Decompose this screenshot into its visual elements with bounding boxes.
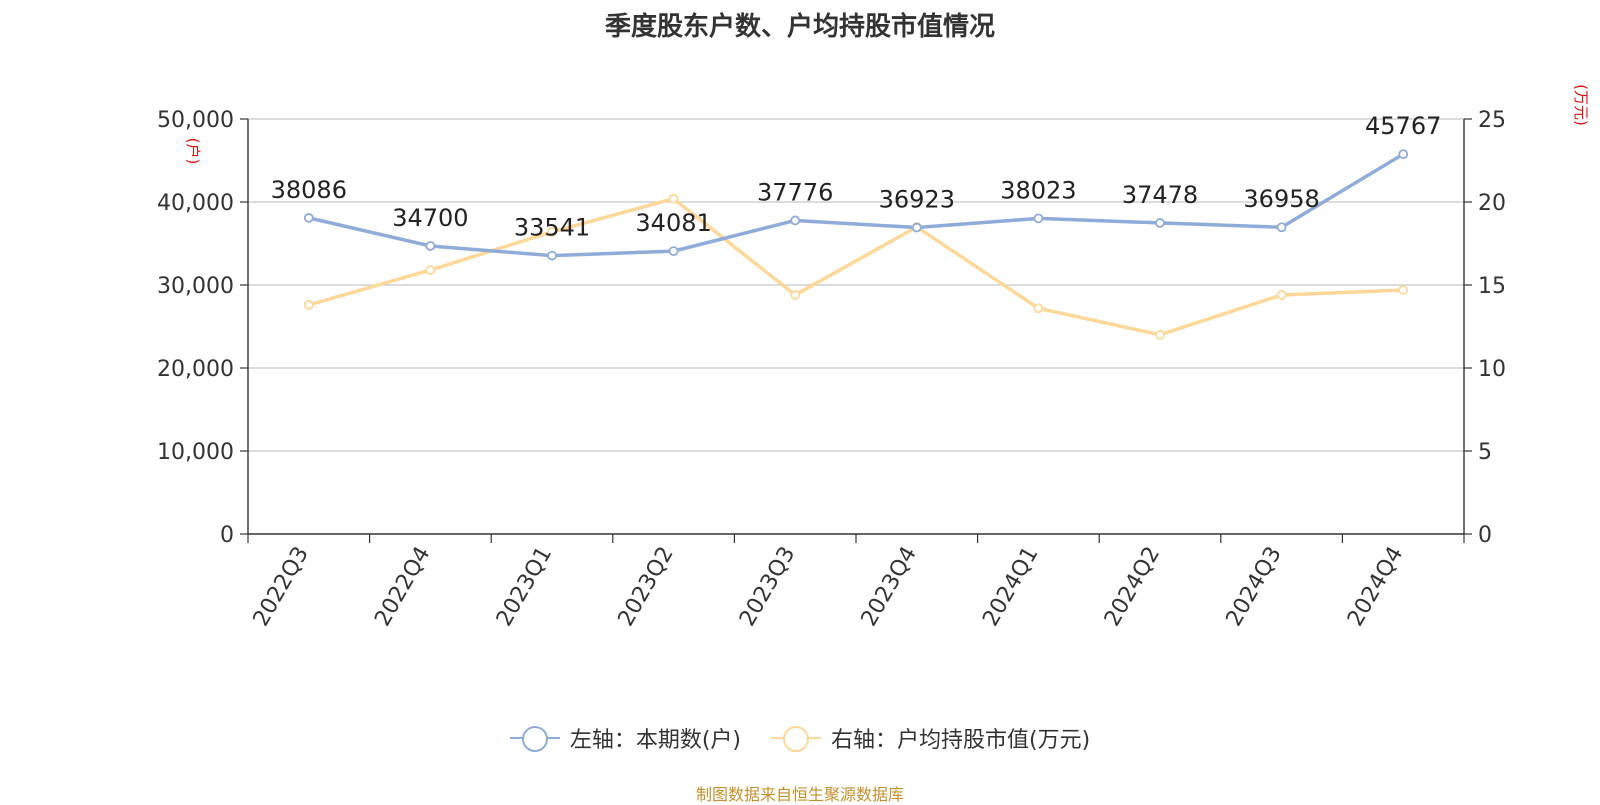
y-left-tick-label: 10,000 [157, 440, 234, 465]
y-left-unit-label: (户) [184, 138, 202, 165]
data-label: 36958 [1243, 185, 1319, 213]
series2-point [790, 290, 801, 300]
series1-point [668, 246, 679, 257]
y-right-tick-label: 20 [1478, 191, 1506, 216]
data-label: 34081 [635, 209, 711, 237]
series2-point [303, 300, 314, 310]
x-tick-label: 2022Q3 [249, 543, 314, 631]
legend-label-series1: 左轴：本期数(户) [569, 728, 741, 753]
axis-layer: 010,00020,00030,00040,00050,000051015202… [157, 84, 1590, 630]
data-label: 34700 [392, 204, 468, 232]
x-tick-label: 2022Q4 [370, 543, 435, 631]
series1-line [308, 152, 1405, 258]
data-label: 38086 [271, 176, 347, 204]
source-note: 制图数据来自恒生聚源数据库 [695, 785, 904, 804]
y-left-tick-label: 50,000 [157, 108, 234, 133]
series2-line [308, 196, 1404, 337]
y-right-tick-label: 25 [1478, 108, 1506, 133]
y-left-tick-label: 40,000 [157, 191, 234, 216]
x-tick-label: 2024Q3 [1221, 543, 1286, 631]
legend-series2-icon [771, 725, 821, 752]
data-label: 38023 [1000, 176, 1076, 204]
series1-point [1155, 218, 1165, 228]
x-tick-label: 2024Q4 [1343, 543, 1408, 631]
series2-point [1398, 285, 1409, 295]
series1-point [911, 222, 922, 233]
data-label: 45767 [1365, 112, 1441, 140]
legend-series1-icon [509, 725, 560, 752]
series-layer [303, 149, 1409, 340]
y-right-tick-label: 5 [1478, 440, 1492, 465]
y-right-tick-label: 0 [1478, 523, 1492, 548]
x-tick-label: 2023Q2 [613, 543, 678, 631]
y-left-tick-label: 0 [220, 523, 234, 548]
data-label: 33541 [514, 214, 590, 242]
x-tick-label: 2023Q3 [735, 543, 800, 631]
series2-point [668, 193, 679, 204]
x-tick-label: 2024Q2 [1100, 543, 1165, 631]
series1-point [1276, 222, 1287, 233]
data-label: 37776 [757, 178, 833, 206]
series1-point [547, 250, 557, 261]
y-right-tick-label: 15 [1478, 274, 1506, 299]
x-tick-label: 2023Q4 [857, 543, 922, 631]
y-right-unit-label: (万元) [1572, 84, 1590, 126]
data-label: 36923 [879, 186, 955, 214]
legend-item-series2[interactable]: 右轴：户均持股市值(万元) [771, 722, 1090, 754]
series1-point [1398, 149, 1409, 160]
data-label: 37478 [1122, 181, 1198, 209]
y-left-tick-label: 30,000 [157, 274, 234, 299]
y-right-tick-label: 10 [1478, 357, 1506, 382]
series2-point [1276, 290, 1287, 300]
legend: 左轴：本期数(户) 右轴：户均持股市值(万元) [0, 722, 1600, 754]
series2-point [547, 226, 557, 237]
chart-title: 季度股东户数、户均持股市值情况 [604, 12, 995, 42]
series1-point [303, 212, 314, 223]
series2-point [1155, 329, 1165, 340]
x-tick-label: 2023Q1 [492, 543, 557, 631]
series1-point [1033, 213, 1044, 224]
data-label-layer: 38086 34700 33541 34081 37776 36923 38023 37478… [271, 112, 1442, 241]
grid-layer [248, 118, 1464, 452]
series2-point [1033, 303, 1044, 314]
y-left-tick-label: 20,000 [157, 357, 234, 382]
series2-point [425, 265, 436, 275]
series1-point [790, 215, 801, 226]
x-tick-label: 2024Q1 [978, 543, 1043, 631]
legend-label-series2: 右轴：户均持股市值(万元) [831, 728, 1091, 753]
legend-item-series1[interactable]: 左轴：本期数(户) [509, 722, 741, 754]
series1-point [425, 241, 436, 251]
